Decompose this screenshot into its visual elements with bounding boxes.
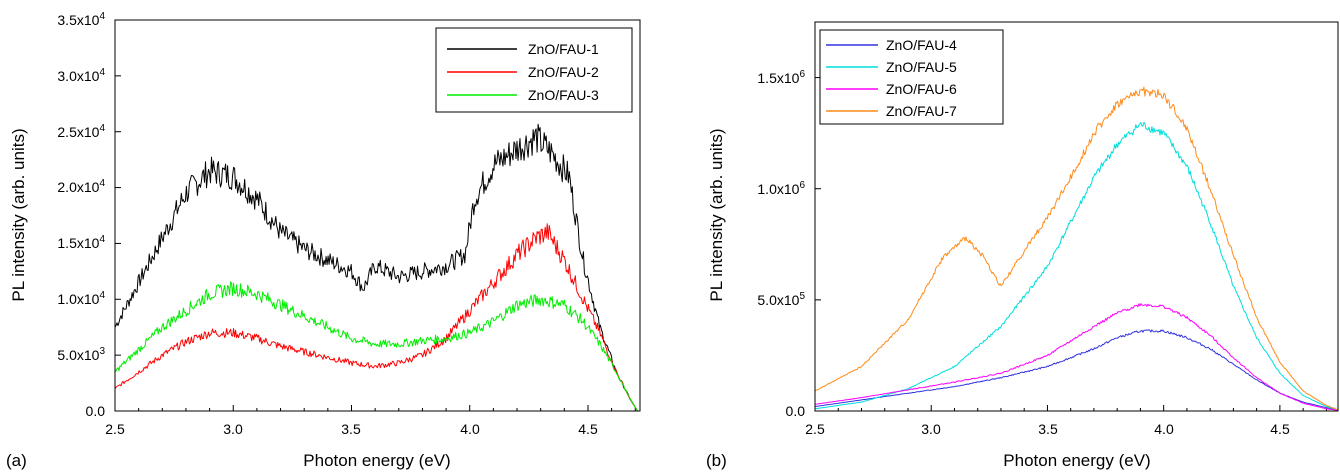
legend-label-fau-6: ZnO/FAU-6 (886, 81, 957, 97)
legend-label-fau-1: ZnO/FAU-1 (528, 41, 599, 57)
panel-a-label: (a) (6, 451, 27, 470)
panel-a-x-tick-labels: 2.5 3.0 3.5 4.0 4.5 (105, 421, 598, 437)
panel-b-y-axis-label: PL intensity (arb. units) (707, 128, 726, 301)
y-tick-label: 5.0x103 (57, 346, 105, 363)
x-tick-label: 4.0 (1154, 421, 1174, 437)
series-line-zno-fau-7 (814, 86, 1339, 411)
panel-a: 0.0 5.0x103 1.0x104 1.5x104 2.0x104 2.5x… (6, 11, 641, 470)
x-tick-label: 3.5 (1038, 421, 1058, 437)
panel-b-label: (b) (706, 451, 727, 470)
panel-b-legend: ZnO/FAU-4 ZnO/FAU-5 ZnO/FAU-6 ZnO/FAU-7 (819, 29, 1004, 125)
x-tick-label: 2.5 (105, 421, 125, 437)
panel-a-y-tick-labels: 0.0 5.0x103 1.0x104 1.5x104 2.0x104 2.5x… (57, 11, 105, 419)
panel-a-x-axis-label: Photon energy (eV) (303, 451, 450, 470)
legend-box (435, 27, 633, 113)
x-tick-label: 4.0 (460, 421, 480, 437)
panel-b-x-tick-labels: 2.5 3.0 3.5 4.0 4.5 (805, 421, 1290, 437)
y-tick-label: 3.5x104 (57, 11, 105, 28)
panel-b: 0.0 5.0x105 1.0x106 1.5x106 2.5 3.0 3.5 … (706, 21, 1339, 470)
y-tick-label: 1.0x104 (57, 290, 105, 307)
series-line-zno-fau-2 (114, 223, 639, 412)
panel-b-y-tick-labels: 0.0 5.0x105 1.0x106 1.5x106 (757, 69, 805, 419)
legend-label-fau-7: ZnO/FAU-7 (886, 103, 957, 119)
series-line-zno-fau-1 (114, 123, 639, 412)
x-tick-label: 3.0 (223, 421, 243, 437)
series-line-zno-fau-4 (814, 329, 1339, 411)
y-tick-label: 0.0 (86, 403, 106, 419)
panel-b-series (814, 86, 1339, 411)
y-tick-label: 1.5x106 (757, 69, 805, 86)
y-tick-label: 0.0 (786, 403, 806, 419)
y-tick-label: 3.0x104 (57, 67, 105, 84)
y-tick-label: 5.0x105 (757, 291, 805, 308)
legend-label-fau-5: ZnO/FAU-5 (886, 59, 957, 75)
legend-label-fau-3: ZnO/FAU-3 (528, 87, 599, 103)
legend-label-fau-4: ZnO/FAU-4 (886, 37, 957, 53)
panel-b-plot-frame (814, 21, 1339, 412)
panel-a-legend: ZnO/FAU-1 ZnO/FAU-2 ZnO/FAU-3 (435, 27, 633, 113)
x-tick-label: 2.5 (805, 421, 825, 437)
panel-a-y-axis-label: PL intensity (arb. units) (9, 128, 28, 301)
panel-b-ticks (814, 77, 1327, 412)
x-tick-label: 3.5 (341, 421, 361, 437)
series-line-zno-fau-3 (114, 281, 639, 412)
panel-b-x-axis-label: Photon energy (eV) (1003, 451, 1150, 470)
panel-a-series (114, 123, 639, 412)
x-tick-label: 4.5 (1270, 421, 1290, 437)
series-line-zno-fau-5 (814, 121, 1339, 411)
x-tick-label: 3.0 (921, 421, 941, 437)
series-line-zno-fau-6 (814, 303, 1339, 411)
y-tick-label: 1.0x106 (757, 180, 805, 197)
x-tick-label: 4.5 (578, 421, 598, 437)
panel-a-plot-frame (114, 19, 641, 412)
legend-label-fau-2: ZnO/FAU-2 (528, 64, 599, 80)
y-tick-label: 2.0x104 (57, 178, 105, 195)
y-tick-label: 1.5x104 (57, 234, 105, 251)
y-tick-label: 2.5x104 (57, 123, 105, 140)
